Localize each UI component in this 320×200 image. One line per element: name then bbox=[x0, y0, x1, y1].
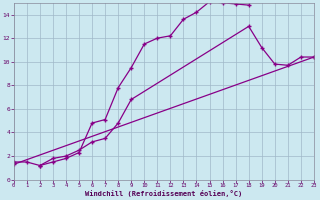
X-axis label: Windchill (Refroidissement éolien,°C): Windchill (Refroidissement éolien,°C) bbox=[85, 190, 243, 197]
